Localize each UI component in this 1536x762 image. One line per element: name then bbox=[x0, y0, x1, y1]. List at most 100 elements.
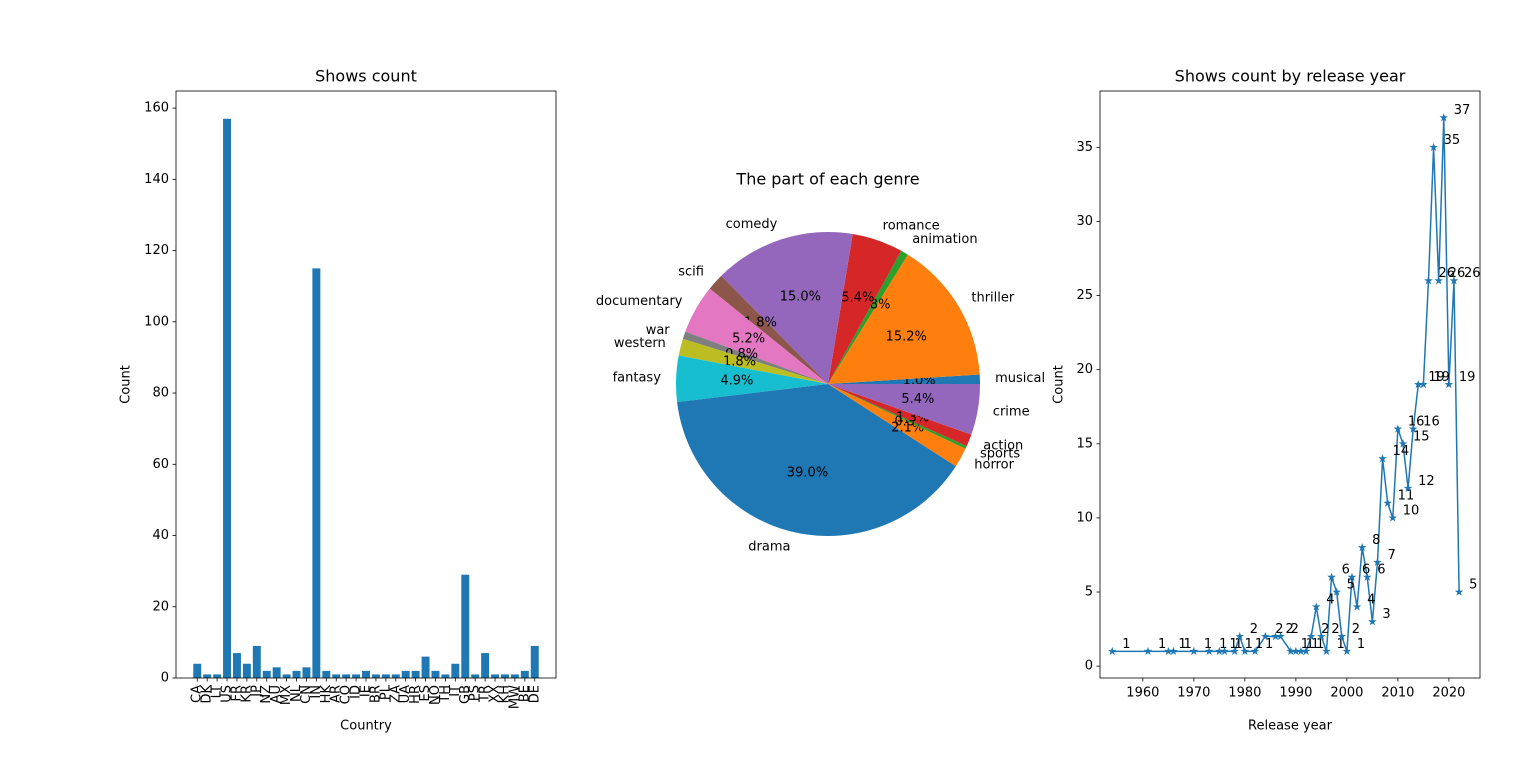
data-label: 1 bbox=[1265, 637, 1273, 652]
x-tick-label: KR bbox=[239, 685, 254, 703]
data-label: 4 bbox=[1367, 592, 1375, 607]
marker bbox=[1449, 276, 1459, 285]
marker bbox=[1414, 380, 1423, 389]
data-label: 2 bbox=[1250, 622, 1258, 637]
x-tick-label: HK bbox=[319, 685, 334, 704]
marker bbox=[1169, 646, 1178, 655]
marker bbox=[1342, 646, 1352, 655]
x-tick-label: PS bbox=[468, 685, 483, 701]
data-label: 26 bbox=[1438, 266, 1455, 281]
data-label: 16 bbox=[1423, 414, 1440, 429]
bar bbox=[471, 674, 480, 678]
marker bbox=[1250, 646, 1260, 655]
marker bbox=[1317, 631, 1326, 641]
x-tick-label: TH bbox=[438, 685, 453, 704]
bar bbox=[451, 663, 460, 678]
data-label: 1 bbox=[1245, 637, 1253, 652]
slice-label: fantasy bbox=[613, 371, 662, 386]
data-label: 1 bbox=[1311, 637, 1319, 652]
slice-percent: 15.2% bbox=[886, 330, 927, 345]
data-label: 7 bbox=[1387, 548, 1395, 563]
x-tick-label: NL bbox=[289, 684, 304, 702]
slice-percent: 5.4% bbox=[841, 290, 874, 305]
y-tick-label: 160 bbox=[144, 101, 169, 116]
data-label: 1 bbox=[1357, 637, 1365, 652]
marker bbox=[1434, 276, 1443, 285]
data-label: 14 bbox=[1393, 444, 1410, 459]
bar bbox=[242, 663, 251, 678]
data-label: 5 bbox=[1469, 578, 1477, 593]
bar bbox=[391, 674, 400, 678]
slice-label: romance bbox=[883, 218, 940, 233]
marker bbox=[1357, 543, 1367, 552]
bar bbox=[411, 670, 420, 678]
data-label: 2 bbox=[1285, 622, 1293, 637]
x-tick-label: MX bbox=[279, 685, 294, 705]
bar bbox=[193, 663, 202, 678]
x-tick-label: KH bbox=[497, 685, 512, 703]
marker bbox=[1388, 513, 1398, 522]
x-tick-label: ID bbox=[349, 685, 364, 699]
chart-title: The part of each genre bbox=[735, 170, 919, 189]
slice-label: sports bbox=[980, 446, 1020, 461]
data-label: 1 bbox=[1178, 637, 1186, 652]
marker bbox=[1398, 439, 1408, 448]
x-tick-label: 1990 bbox=[1279, 686, 1312, 701]
x-tick-label: UA bbox=[398, 685, 413, 704]
data-label: 12 bbox=[1418, 474, 1435, 489]
data-label: 6 bbox=[1342, 563, 1350, 578]
data-label: 1 bbox=[1336, 637, 1344, 652]
data-label: 2 bbox=[1331, 622, 1339, 637]
marker bbox=[1164, 646, 1173, 655]
pie-slice bbox=[828, 384, 967, 449]
y-tick-label: 100 bbox=[144, 314, 169, 329]
marker bbox=[1327, 572, 1336, 581]
x-tick-label: IN bbox=[309, 685, 324, 699]
marker bbox=[1429, 142, 1438, 151]
axes-frame bbox=[1099, 90, 1481, 679]
pie-slice bbox=[828, 384, 966, 467]
bar bbox=[203, 674, 212, 678]
marker bbox=[1332, 587, 1341, 596]
data-label: 1 bbox=[1234, 637, 1242, 652]
data-label: 8 bbox=[1372, 533, 1380, 548]
data-label: 10 bbox=[1403, 503, 1420, 518]
bar bbox=[292, 670, 301, 678]
bar bbox=[510, 674, 519, 678]
marker bbox=[1189, 646, 1199, 655]
pie-slice bbox=[677, 384, 956, 536]
slice-percent: 5.4% bbox=[901, 392, 934, 407]
y-tick-label: 0 bbox=[1085, 659, 1093, 674]
x-axis-label: Country bbox=[340, 719, 392, 734]
bar bbox=[381, 674, 390, 678]
bar bbox=[352, 674, 361, 678]
data-label: 19 bbox=[1428, 370, 1445, 385]
data-label: 1 bbox=[1255, 637, 1263, 652]
marker bbox=[1271, 631, 1280, 641]
y-tick-label: 15 bbox=[1076, 436, 1093, 451]
marker bbox=[1306, 631, 1316, 641]
x-tick-label: BE bbox=[517, 685, 532, 702]
marker bbox=[1296, 646, 1306, 655]
axes-frame bbox=[175, 90, 557, 679]
x-tick-label: 2020 bbox=[1432, 686, 1465, 701]
bar bbox=[401, 670, 410, 678]
marker bbox=[1408, 424, 1418, 433]
x-tick-label: DE bbox=[527, 685, 542, 703]
slice-label: scifi bbox=[678, 264, 704, 279]
slice-percent: 39.0% bbox=[787, 465, 828, 480]
x-axis-label: Release year bbox=[1248, 719, 1333, 734]
data-label: 37 bbox=[1454, 103, 1471, 118]
data-label: 16 bbox=[1408, 414, 1425, 429]
slice-percent: 15.0% bbox=[780, 290, 821, 305]
y-tick-label: 30 bbox=[1076, 214, 1093, 229]
pie-slice bbox=[828, 384, 980, 435]
bar bbox=[213, 674, 222, 678]
y-axis-label: Count bbox=[1052, 365, 1067, 404]
bar bbox=[491, 674, 500, 678]
y-tick-label: 60 bbox=[152, 457, 169, 472]
bar bbox=[262, 670, 271, 678]
marker bbox=[1220, 646, 1229, 655]
x-tick-label: TR bbox=[478, 685, 493, 703]
data-label: 6 bbox=[1377, 563, 1385, 578]
